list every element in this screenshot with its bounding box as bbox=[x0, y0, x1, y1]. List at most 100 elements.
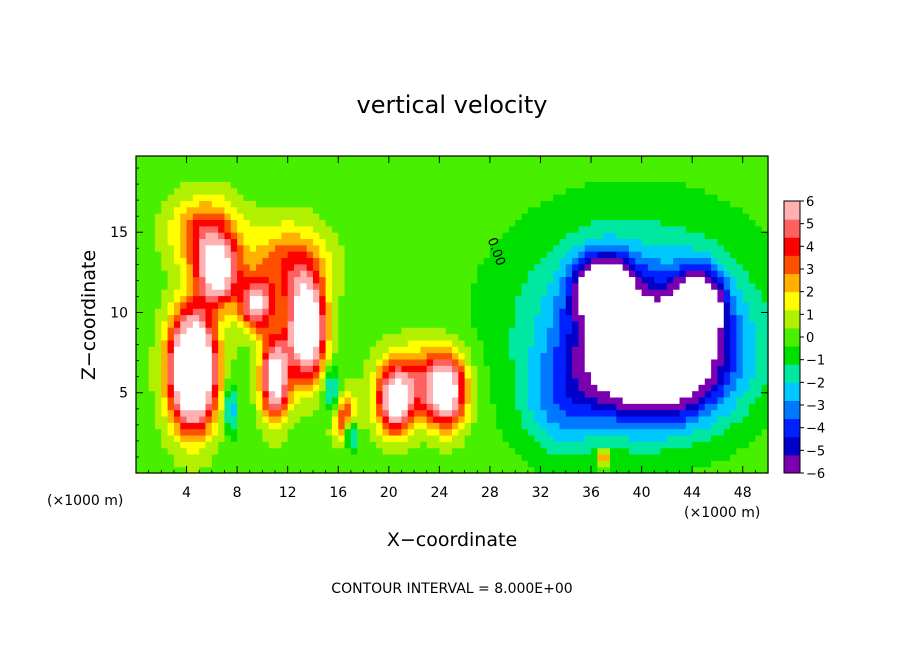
heatmap-cell bbox=[331, 200, 339, 208]
heatmap-cell bbox=[641, 358, 649, 366]
heatmap-cell bbox=[363, 251, 371, 259]
heatmap-cell bbox=[711, 257, 719, 265]
heatmap-cell bbox=[275, 415, 282, 423]
heatmap-cell bbox=[749, 377, 756, 385]
heatmap-cell bbox=[711, 327, 719, 335]
heatmap-cell bbox=[584, 428, 592, 436]
heatmap-cell bbox=[736, 295, 744, 303]
heatmap-cell bbox=[515, 194, 523, 201]
heatmap-cell bbox=[496, 225, 504, 233]
heatmap-cell bbox=[692, 314, 700, 322]
heatmap-cell bbox=[616, 282, 624, 290]
heatmap-cell bbox=[578, 156, 586, 163]
heatmap-cell bbox=[730, 371, 737, 379]
heatmap-cell bbox=[622, 219, 630, 227]
heatmap-cell bbox=[439, 314, 447, 322]
heatmap-cell bbox=[148, 365, 156, 373]
heatmap-cell bbox=[230, 200, 238, 208]
heatmap-cell bbox=[502, 156, 510, 163]
heatmap-cell bbox=[319, 270, 327, 278]
heatmap-cell bbox=[679, 181, 687, 189]
heatmap-cell bbox=[319, 422, 327, 430]
heatmap-cell bbox=[572, 428, 579, 436]
heatmap-cell bbox=[673, 428, 681, 436]
heatmap-cell bbox=[534, 257, 542, 265]
heatmap-cell bbox=[635, 225, 643, 233]
heatmap-cell bbox=[521, 428, 529, 436]
heatmap-cell bbox=[685, 403, 693, 411]
heatmap-cell bbox=[521, 276, 529, 284]
heatmap-cell bbox=[306, 194, 314, 201]
heatmap-cell bbox=[496, 358, 504, 366]
heatmap-cell bbox=[218, 289, 226, 297]
heatmap-cell bbox=[376, 219, 384, 227]
heatmap-cell bbox=[489, 415, 497, 423]
heatmap-cell bbox=[692, 396, 700, 404]
heatmap-cell bbox=[154, 390, 162, 398]
heatmap-cell bbox=[761, 314, 769, 322]
heatmap-cell bbox=[470, 200, 478, 208]
heatmap-cell bbox=[287, 447, 295, 455]
heatmap-cell bbox=[331, 276, 339, 284]
heatmap-cell bbox=[363, 276, 371, 284]
heatmap-cell bbox=[445, 377, 453, 385]
heatmap-cell bbox=[597, 396, 605, 404]
heatmap-cell bbox=[256, 156, 263, 163]
heatmap-cell bbox=[186, 206, 194, 214]
heatmap-cell bbox=[496, 434, 504, 442]
heatmap-cell bbox=[483, 289, 491, 297]
heatmap-cell bbox=[717, 282, 725, 290]
heatmap-cell bbox=[338, 447, 346, 455]
heatmap-cell bbox=[565, 308, 573, 316]
heatmap-cell bbox=[376, 257, 384, 265]
heatmap-cell bbox=[262, 358, 270, 366]
heatmap-cell bbox=[641, 308, 649, 316]
heatmap-cell bbox=[628, 257, 636, 265]
heatmap-cell bbox=[508, 403, 516, 411]
heatmap-cell bbox=[641, 282, 649, 290]
heatmap-cell bbox=[654, 168, 662, 176]
heatmap-cell bbox=[287, 244, 295, 252]
heatmap-cell bbox=[470, 415, 478, 423]
heatmap-cell bbox=[445, 251, 453, 259]
heatmap-cell bbox=[426, 175, 434, 182]
heatmap-cell bbox=[591, 320, 598, 328]
heatmap-cell bbox=[616, 384, 624, 392]
heatmap-cell bbox=[565, 434, 573, 442]
heatmap-cell bbox=[439, 270, 447, 278]
heatmap-cell bbox=[584, 365, 592, 373]
heatmap-cell bbox=[578, 251, 586, 259]
heatmap-cell bbox=[730, 200, 737, 208]
heatmap-cell bbox=[294, 384, 301, 392]
heatmap-cell bbox=[136, 251, 143, 259]
heatmap-cell bbox=[218, 371, 226, 379]
heatmap-cell bbox=[439, 187, 447, 195]
heatmap-cell bbox=[508, 200, 516, 208]
heatmap-cell bbox=[477, 384, 485, 392]
heatmap-cell bbox=[635, 339, 643, 347]
heatmap-cell bbox=[161, 200, 169, 208]
heatmap-cell bbox=[249, 371, 257, 379]
heatmap-cell bbox=[205, 238, 213, 246]
heatmap-cell bbox=[395, 415, 403, 423]
heatmap-cell bbox=[312, 162, 320, 170]
heatmap-cell bbox=[527, 244, 535, 252]
heatmap-cell bbox=[161, 352, 169, 360]
heatmap-cell bbox=[666, 320, 674, 328]
heatmap-cell bbox=[483, 314, 491, 322]
heatmap-cell bbox=[698, 390, 706, 398]
heatmap-cell bbox=[237, 352, 245, 360]
heatmap-cell bbox=[161, 308, 169, 316]
heatmap-cell bbox=[275, 289, 282, 297]
heatmap-cell bbox=[344, 289, 352, 297]
heatmap-cell bbox=[344, 295, 352, 303]
heatmap-cell bbox=[628, 232, 636, 240]
heatmap-cell bbox=[622, 181, 630, 189]
heatmap-cell bbox=[584, 371, 592, 379]
heatmap-cell bbox=[407, 327, 415, 335]
heatmap-cell bbox=[186, 371, 194, 379]
heatmap-cell bbox=[502, 232, 510, 240]
heatmap-cell bbox=[281, 428, 289, 436]
heatmap-cell bbox=[243, 194, 251, 201]
heatmap-cell bbox=[230, 308, 238, 316]
